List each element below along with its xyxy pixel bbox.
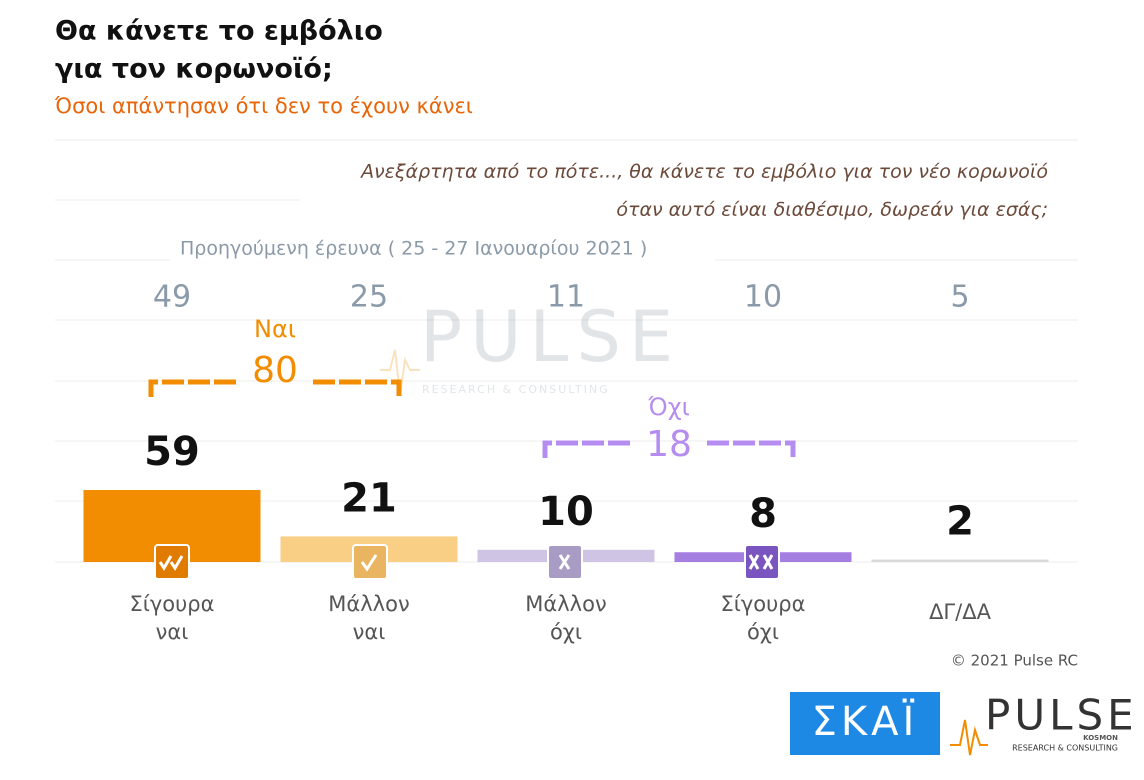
group-name: Ναι bbox=[254, 315, 296, 343]
category-label: όχι bbox=[550, 620, 582, 644]
title-line: Θα κάνετε το εμβόλιο bbox=[55, 16, 383, 47]
value-label: 59 bbox=[144, 429, 200, 475]
group-value: 80 bbox=[252, 350, 298, 391]
icons bbox=[154, 544, 780, 580]
category-label: όχι bbox=[747, 620, 779, 644]
title-line: για τον κορωνοϊό; bbox=[55, 54, 333, 85]
pulse-text: PULSE bbox=[985, 691, 1138, 740]
category-label: Μάλλον bbox=[525, 592, 606, 616]
watermark-sub: RESEARCH & CONSULTING bbox=[422, 383, 610, 396]
watermark: PULSE RESEARCH & CONSULTING bbox=[380, 296, 681, 396]
question-line: όταν αυτό είναι διαθέσιμο, δωρεάν για εσ… bbox=[616, 199, 1048, 221]
category-label: Σίγουρα bbox=[130, 592, 215, 616]
copyright: © 2021 Pulse RC bbox=[951, 652, 1078, 670]
category-label: Σίγουρα bbox=[721, 592, 806, 616]
previous-value: 5 bbox=[950, 280, 969, 315]
value-label: 21 bbox=[341, 475, 397, 521]
value-label: 8 bbox=[749, 491, 777, 537]
question-line: Ανεξάρτητα από το πότε..., θα κάνετε το … bbox=[359, 161, 1048, 183]
watermark-text: PULSE bbox=[420, 296, 681, 378]
value-label: 10 bbox=[538, 489, 594, 535]
category-label: Μάλλον bbox=[328, 592, 409, 616]
bars: 5949Σίγουραναι2125Μάλλονναι1011Μάλλονόχι… bbox=[83, 280, 1049, 644]
group-name: Όχι bbox=[647, 393, 689, 421]
group-bracket bbox=[542, 440, 796, 458]
previous-value: 10 bbox=[744, 280, 782, 315]
group-bracket bbox=[148, 379, 402, 397]
previous-value: 11 bbox=[547, 280, 585, 315]
bar bbox=[871, 559, 1049, 562]
skai-text: ΣΚΑΪ bbox=[812, 697, 919, 745]
pulse-sub: RESEARCH & CONSULTING bbox=[1012, 744, 1118, 753]
pulse-tag: KOSMON bbox=[1083, 734, 1118, 742]
pulse-logo: PULSE KOSMON RESEARCH & CONSULTING bbox=[950, 691, 1138, 756]
previous-label: Προηγούμενη έρευνα ( 25 - 27 Ιανουαρίου … bbox=[180, 238, 647, 260]
category-label: ναι bbox=[156, 620, 189, 644]
previous-value: 49 bbox=[153, 280, 191, 315]
subtitle: Όσοι απάντησαν ότι δεν το έχουν κάνει bbox=[54, 94, 473, 118]
group-value: 18 bbox=[646, 424, 692, 465]
value-label: 2 bbox=[946, 499, 974, 545]
category-label: ΔΓ/ΔΑ bbox=[929, 600, 992, 624]
skai-logo: ΣΚΑΪ bbox=[790, 692, 940, 755]
category-label: ναι bbox=[353, 620, 386, 644]
previous-value: 25 bbox=[350, 280, 388, 315]
